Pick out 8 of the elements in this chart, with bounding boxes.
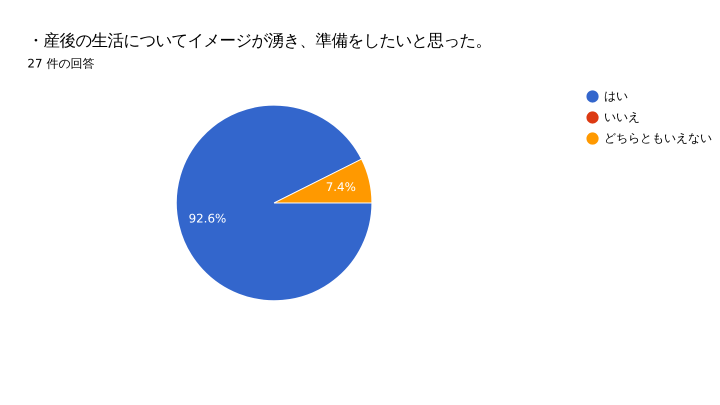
legend-label: どちらともいえない bbox=[604, 131, 712, 146]
data-label: 7.4% bbox=[326, 180, 356, 194]
pie-slice bbox=[176, 104, 372, 302]
legend-label: はい bbox=[604, 89, 628, 104]
chart-title: ・産後の生活についてイメージが湧き、準備をしたいと思った。 bbox=[27, 30, 492, 50]
data-label: 92.6% bbox=[188, 211, 226, 226]
text: 27 件の回答 bbox=[27, 56, 94, 71]
legend-label: いいえ bbox=[604, 110, 640, 124]
